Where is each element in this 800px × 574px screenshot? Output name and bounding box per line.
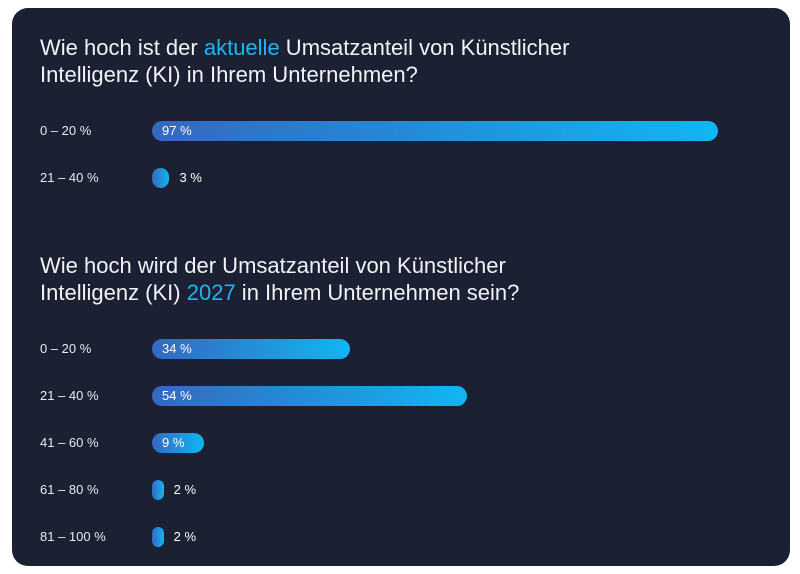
bar [152,386,467,406]
chart-title: Wie hoch ist der aktuelle Umsatzanteil v… [40,35,570,87]
value-label: 97 % [162,123,192,138]
category-label: 0 – 20 % [40,341,92,356]
bar [152,168,170,188]
value-label: 2 % [173,529,197,544]
category-label: 81 – 100 % [40,529,106,544]
value-label: 34 % [162,341,192,356]
value-label: 3 % [179,170,202,185]
category-label: 61 – 80 % [40,482,99,497]
bar [152,480,164,500]
value-label: 9 % [162,435,185,450]
chart-title: Wie hoch wird der Umsatzanteil von Künst… [40,253,520,305]
bar [152,339,351,359]
title-highlight: 2027 [186,280,236,305]
bar [152,433,205,453]
chart-section: Wie hoch ist der aktuelle Umsatzanteil v… [40,34,760,188]
category-label: 0 – 20 % [40,123,92,138]
card: Wie hoch ist der aktuelle Umsatzanteil v… [12,8,790,566]
category-label: 41 – 60 % [40,435,99,450]
chart-section: Wie hoch wird der Umsatzanteil von Künst… [40,252,760,547]
value-label: 2 % [173,482,197,497]
value-label: 54 % [162,388,192,403]
category-label: 21 – 40 % [40,170,99,185]
bar [152,527,164,547]
bar [152,121,718,141]
title-highlight: aktuelle [203,35,280,60]
category-label: 21 – 40 % [40,388,99,403]
